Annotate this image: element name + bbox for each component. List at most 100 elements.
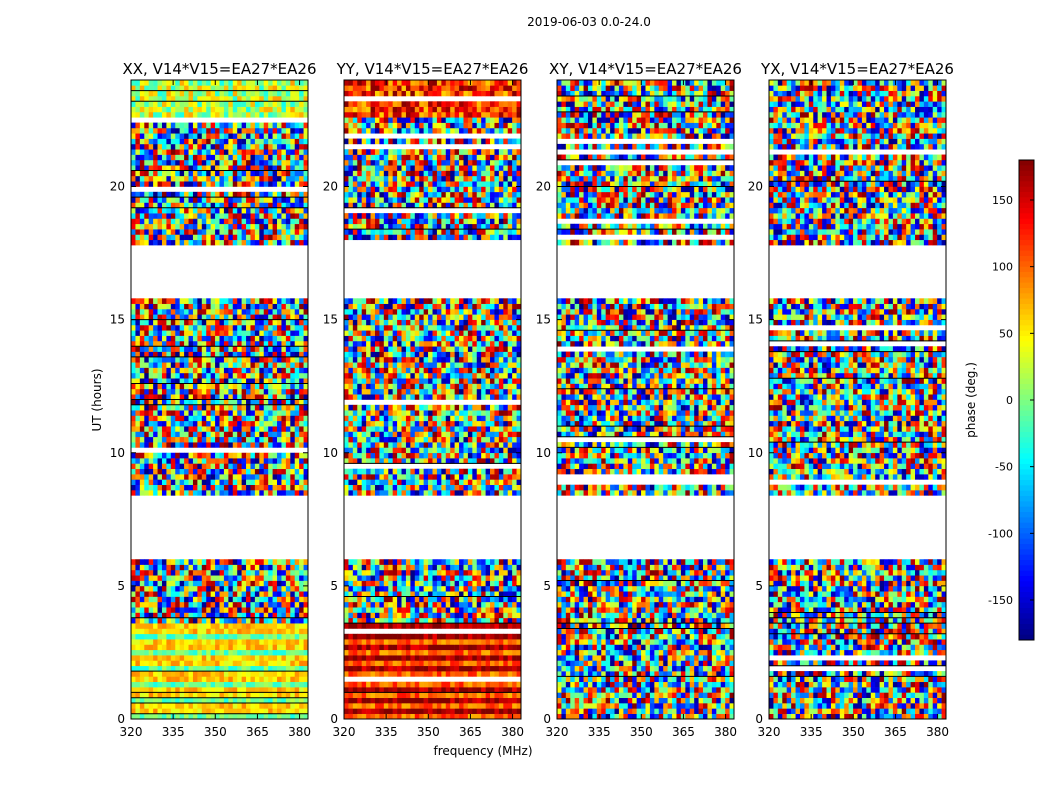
colorbar-segment bbox=[1019, 554, 1034, 561]
panel-yy: YY, V14*V15=EA27*EA26 320 335 350 365 380 0 5 10… bbox=[323, 60, 529, 739]
colorbar-segment bbox=[1019, 618, 1034, 625]
x-tick-label: 365 bbox=[672, 725, 695, 739]
colorbar-segment bbox=[1019, 565, 1034, 572]
x-tick-label: 380 bbox=[926, 725, 949, 739]
colorbar-segment bbox=[1019, 581, 1034, 588]
colorbar-tick-label: -100 bbox=[988, 527, 1013, 540]
colorbar-segment bbox=[1019, 485, 1034, 492]
x-tick-label: 380 bbox=[288, 725, 311, 739]
y-tick-label: 15 bbox=[110, 313, 125, 327]
x-tick-label: 365 bbox=[459, 725, 482, 739]
colorbar-segment bbox=[1019, 560, 1034, 566]
colorbar-segment bbox=[1019, 597, 1034, 604]
colorbar-segment bbox=[1019, 474, 1034, 481]
colorbar-tick-label: 0 bbox=[1006, 394, 1013, 407]
colorbar-segment bbox=[1019, 192, 1034, 198]
colorbar-segment bbox=[1019, 378, 1034, 385]
x-tick-label: 320 bbox=[546, 725, 569, 739]
x-tick-label: 320 bbox=[120, 725, 143, 739]
colorbar-segment bbox=[1019, 384, 1034, 390]
colorbar-segment bbox=[1019, 213, 1034, 220]
colorbar-segment bbox=[1019, 400, 1034, 406]
colorbar-segment bbox=[1019, 202, 1034, 209]
colorbar-segment bbox=[1019, 416, 1034, 422]
colorbar-segment bbox=[1019, 437, 1034, 444]
colorbar-segment bbox=[1019, 309, 1034, 316]
panel-title: YY, V14*V15=EA27*EA26 bbox=[336, 60, 529, 78]
colorbar-label: phase (deg.) bbox=[964, 362, 978, 438]
colorbar-segment bbox=[1019, 250, 1034, 257]
colorbar-segment bbox=[1019, 506, 1034, 513]
colorbar-segment bbox=[1019, 389, 1034, 396]
x-tick-label: 365 bbox=[884, 725, 907, 739]
colorbar-segment bbox=[1019, 197, 1034, 204]
x-tick-label: 350 bbox=[630, 725, 653, 739]
colorbar-segment bbox=[1019, 624, 1034, 630]
colorbar-segment bbox=[1019, 277, 1034, 284]
colorbar-segment bbox=[1019, 410, 1034, 417]
colorbar-segment bbox=[1019, 512, 1034, 518]
panel-title: XY, V14*V15=EA27*EA26 bbox=[549, 60, 742, 78]
y-axis-label: UT (hours) bbox=[90, 368, 104, 431]
colorbar-segment bbox=[1019, 522, 1034, 529]
y-tick-label: 10 bbox=[748, 446, 763, 460]
x-tick-label: 335 bbox=[375, 725, 398, 739]
colorbar-segment bbox=[1019, 320, 1034, 326]
x-tick-label: 350 bbox=[204, 725, 227, 739]
x-tick-label: 320 bbox=[333, 725, 356, 739]
colorbar-segment bbox=[1019, 245, 1034, 252]
colorbar-tick-label: 100 bbox=[992, 261, 1013, 274]
colorbar-segment bbox=[1019, 266, 1034, 273]
panel-frame bbox=[768, 79, 947, 720]
heatmap-cells-xx bbox=[131, 80, 309, 720]
panels-group: XX, V14*V15=EA27*EA26 320 335 350 365 380 0 5 10… bbox=[110, 60, 954, 739]
y-tick-label: 10 bbox=[323, 446, 338, 460]
colorbar-segment bbox=[1019, 373, 1034, 380]
colorbar-segment bbox=[1019, 629, 1034, 636]
colorbar-segment bbox=[1019, 426, 1034, 433]
x-tick-label: 350 bbox=[842, 725, 865, 739]
colorbar-segment bbox=[1019, 346, 1034, 353]
colorbar-segment bbox=[1019, 549, 1034, 556]
colorbar-segment bbox=[1019, 592, 1034, 598]
colorbar-segment bbox=[1019, 432, 1034, 438]
heatmap-cells-yy bbox=[344, 80, 522, 720]
y-tick-label: 10 bbox=[110, 446, 125, 460]
colorbar-segment bbox=[1019, 325, 1034, 332]
colorbar-segment bbox=[1019, 613, 1034, 620]
y-tick-label: 15 bbox=[536, 313, 551, 327]
colorbar-segment bbox=[1019, 234, 1034, 241]
colorbar-segment bbox=[1019, 469, 1034, 476]
y-tick-label: 0 bbox=[543, 712, 551, 726]
panel-frame bbox=[343, 79, 522, 720]
x-tick-label: 335 bbox=[162, 725, 185, 739]
colorbar-segment bbox=[1019, 464, 1034, 470]
colorbar-segment bbox=[1019, 517, 1034, 524]
colorbar-tick-label: -150 bbox=[988, 594, 1013, 607]
panel-frame bbox=[130, 79, 309, 720]
colorbar-segment bbox=[1019, 538, 1034, 545]
colorbar-segment bbox=[1019, 282, 1034, 289]
colorbar-segment bbox=[1019, 368, 1034, 374]
colorbar-tick-label: 50 bbox=[999, 327, 1013, 340]
colorbar-segment bbox=[1019, 357, 1034, 364]
colorbar-segment bbox=[1019, 336, 1034, 342]
colorbar-segment bbox=[1019, 634, 1034, 641]
colorbar-segment bbox=[1019, 341, 1034, 348]
colorbar-segment bbox=[1019, 405, 1034, 412]
colorbar-segment bbox=[1019, 240, 1034, 246]
y-tick-label: 10 bbox=[536, 446, 551, 460]
colorbar-segment bbox=[1019, 288, 1034, 294]
colorbar-segment bbox=[1019, 272, 1034, 278]
y-tick-label: 20 bbox=[536, 180, 551, 194]
y-tick-label: 5 bbox=[330, 579, 338, 593]
colorbar-segment bbox=[1019, 261, 1034, 268]
colorbar-segment bbox=[1019, 458, 1034, 465]
y-tick-label: 0 bbox=[330, 712, 338, 726]
panel-title: YX, V14*V15=EA27*EA26 bbox=[760, 60, 954, 78]
colorbar-segment bbox=[1019, 256, 1034, 262]
colorbar-segment bbox=[1019, 186, 1034, 193]
x-tick-label: 380 bbox=[714, 725, 737, 739]
colorbar-segment bbox=[1019, 293, 1034, 300]
